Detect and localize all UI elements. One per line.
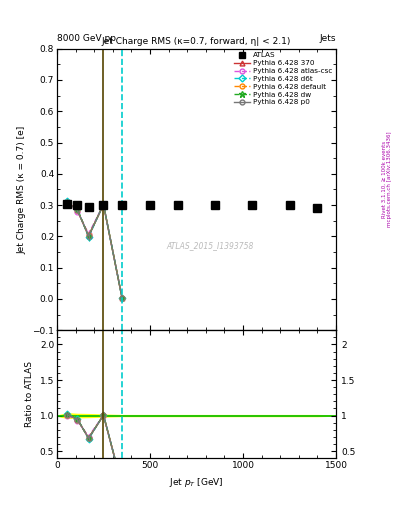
Pythia 6.428 d6t: [120, 295, 125, 301]
Text: mcplots.cern.ch [arXiv:1306.3436]: mcplots.cern.ch [arXiv:1306.3436]: [387, 132, 392, 227]
Pythia 6.428 370: [75, 207, 80, 213]
Pythia 6.428 dw: [65, 199, 70, 205]
Line: Pythia 6.428 default: Pythia 6.428 default: [65, 200, 125, 301]
Pythia 6.428 atlas-csc: [101, 201, 106, 207]
Line: Pythia 6.428 d6t: Pythia 6.428 d6t: [65, 199, 125, 301]
Line: Pythia 6.428 atlas-csc: Pythia 6.428 atlas-csc: [65, 201, 125, 301]
Text: Jets: Jets: [320, 34, 336, 43]
Title: Jet Charge RMS (κ=0.7, forward, η| < 2.1): Jet Charge RMS (κ=0.7, forward, η| < 2.1…: [102, 37, 291, 47]
Pythia 6.428 dw: [75, 207, 80, 213]
Pythia 6.428 d6t: [101, 201, 106, 207]
Text: 8000 GeV pp: 8000 GeV pp: [57, 34, 116, 43]
Pythia 6.428 atlas-csc: [86, 231, 91, 237]
Line: Pythia 6.428 p0: Pythia 6.428 p0: [65, 200, 125, 301]
Line: Pythia 6.428 370: Pythia 6.428 370: [65, 200, 125, 301]
Pythia 6.428 atlas-csc: [75, 208, 80, 215]
Pythia 6.428 default: [86, 232, 91, 239]
Legend: ATLAS, Pythia 6.428 370, Pythia 6.428 atlas-csc, Pythia 6.428 d6t, Pythia 6.428 : ATLAS, Pythia 6.428 370, Pythia 6.428 at…: [233, 51, 334, 107]
Pythia 6.428 p0: [65, 199, 70, 205]
Pythia 6.428 370: [101, 201, 106, 207]
X-axis label: Jet $p_{T}$ [GeV]: Jet $p_{T}$ [GeV]: [169, 476, 224, 488]
Pythia 6.428 default: [120, 295, 125, 301]
Text: Rivet 3.1.10, ≥ 100k events: Rivet 3.1.10, ≥ 100k events: [382, 141, 387, 218]
Pythia 6.428 default: [75, 207, 80, 214]
Y-axis label: Ratio to ATLAS: Ratio to ATLAS: [25, 361, 34, 427]
Text: ATLAS_2015_I1393758: ATLAS_2015_I1393758: [167, 241, 254, 250]
Y-axis label: Jet Charge RMS (κ = 0.7) [e]: Jet Charge RMS (κ = 0.7) [e]: [18, 125, 27, 253]
Pythia 6.428 p0: [120, 295, 125, 301]
Pythia 6.428 p0: [75, 207, 80, 214]
Pythia 6.428 dw: [101, 201, 106, 207]
Pythia 6.428 d6t: [86, 234, 91, 240]
Pythia 6.428 dw: [120, 295, 125, 301]
Pythia 6.428 d6t: [75, 206, 80, 212]
Pythia 6.428 370: [120, 295, 125, 301]
Pythia 6.428 370: [86, 233, 91, 240]
Line: Pythia 6.428 dw: Pythia 6.428 dw: [65, 200, 125, 301]
Pythia 6.428 default: [101, 202, 106, 208]
Pythia 6.428 atlas-csc: [65, 200, 70, 206]
Pythia 6.428 default: [65, 200, 70, 206]
Pythia 6.428 atlas-csc: [120, 295, 125, 301]
Pythia 6.428 p0: [86, 232, 91, 239]
Pythia 6.428 d6t: [65, 198, 70, 204]
Pythia 6.428 dw: [86, 233, 91, 239]
Pythia 6.428 p0: [101, 202, 106, 208]
Pythia 6.428 370: [65, 199, 70, 205]
